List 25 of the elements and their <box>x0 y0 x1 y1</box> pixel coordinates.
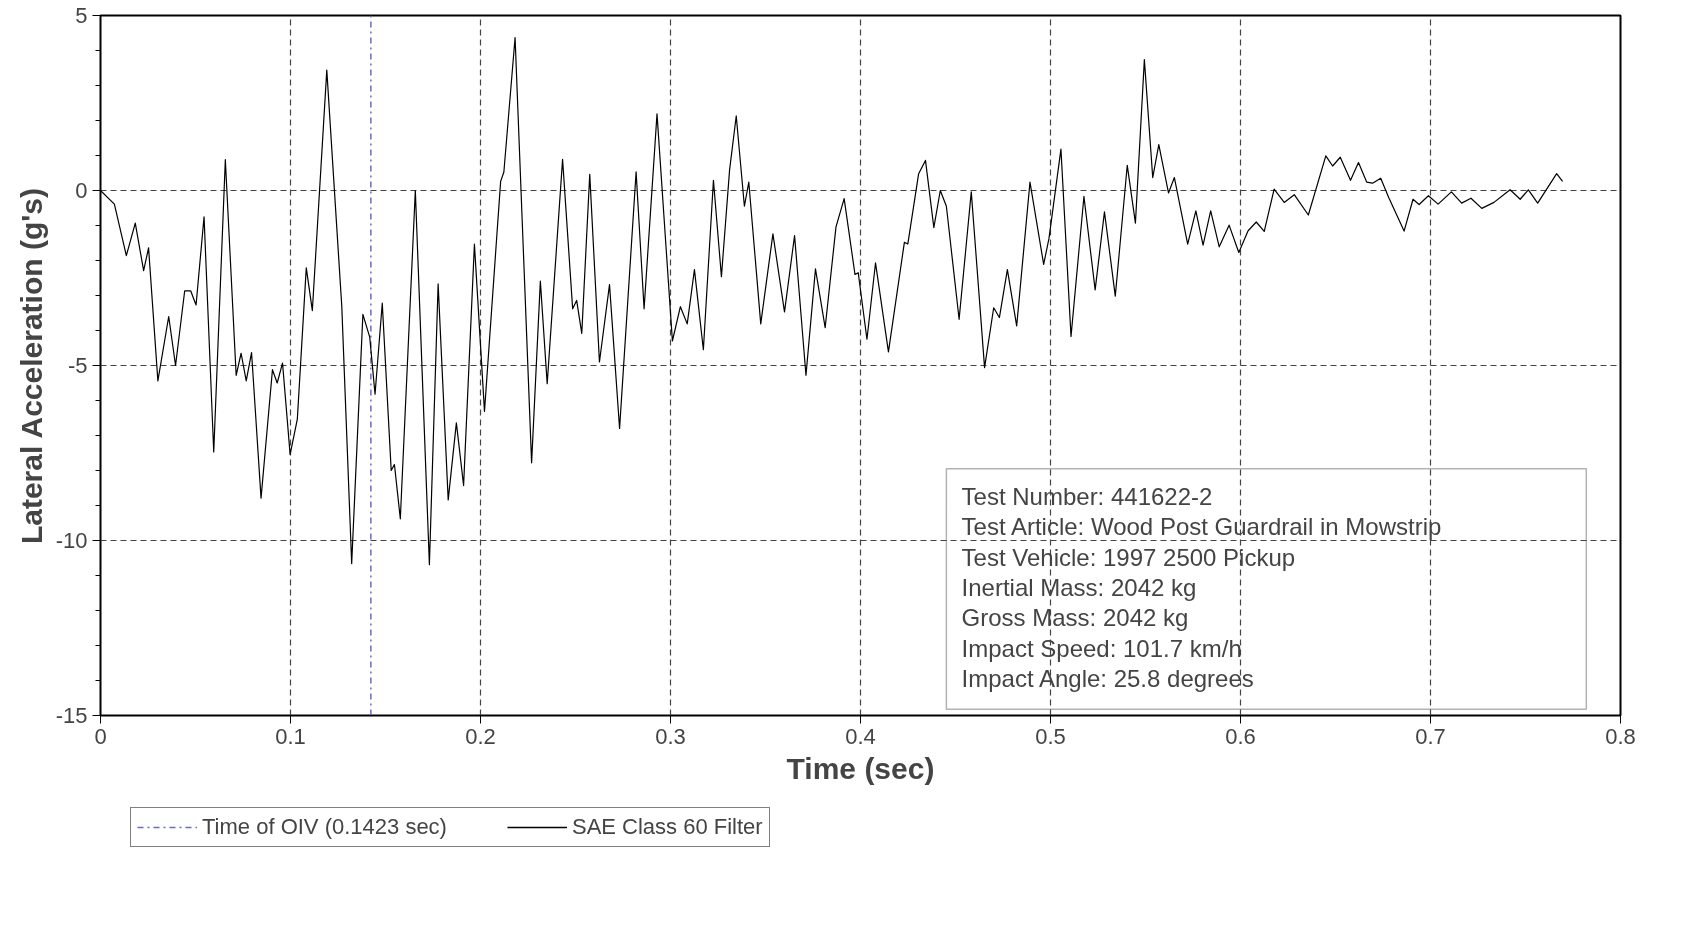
y-tick-label: -10 <box>55 528 88 553</box>
y-axis-title: Lateral Acceleration (g's) <box>14 187 48 545</box>
annotation: Gross Mass: 2042 kg <box>961 604 1189 632</box>
x-tick-label: 0.7 <box>1415 723 1446 749</box>
y-tick-label: -5 <box>67 353 88 378</box>
annotation: Inertial Mass: 2042 kg <box>961 574 1197 602</box>
x-tick-label: 0 <box>94 723 107 749</box>
annotation: Test Number: 441622-2 <box>961 482 1213 510</box>
legend-label: SAE Class 60 Filter <box>571 814 763 840</box>
x-tick-label: 0.5 <box>1035 723 1066 749</box>
annotation: Test Vehicle: 1997 2500 Pickup <box>961 543 1296 571</box>
y-tick-label: 0 <box>75 178 88 203</box>
x-tick-label: 0.2 <box>465 723 496 749</box>
legend-label: Time of OIV (0.1423 sec) <box>202 814 447 840</box>
annotation: Impact Angle: 25.8 degrees <box>961 665 1254 693</box>
x-axis-title: Time (sec) <box>786 751 935 785</box>
x-tick-label: 0.1 <box>275 723 306 749</box>
y-tick-label: 5 <box>75 3 88 28</box>
y-tick-label: -15 <box>55 703 88 728</box>
annotation: Test Article: Wood Post Guardrail in Mowstrip <box>961 513 1442 541</box>
x-tick-label: 0.8 <box>1605 723 1636 749</box>
annotation: Impact Speed: 101.7 km/h <box>961 634 1242 662</box>
x-tick-label: 0.6 <box>1225 723 1256 749</box>
x-tick-label: 0.4 <box>845 723 876 749</box>
x-tick-label: 0.3 <box>655 723 686 749</box>
